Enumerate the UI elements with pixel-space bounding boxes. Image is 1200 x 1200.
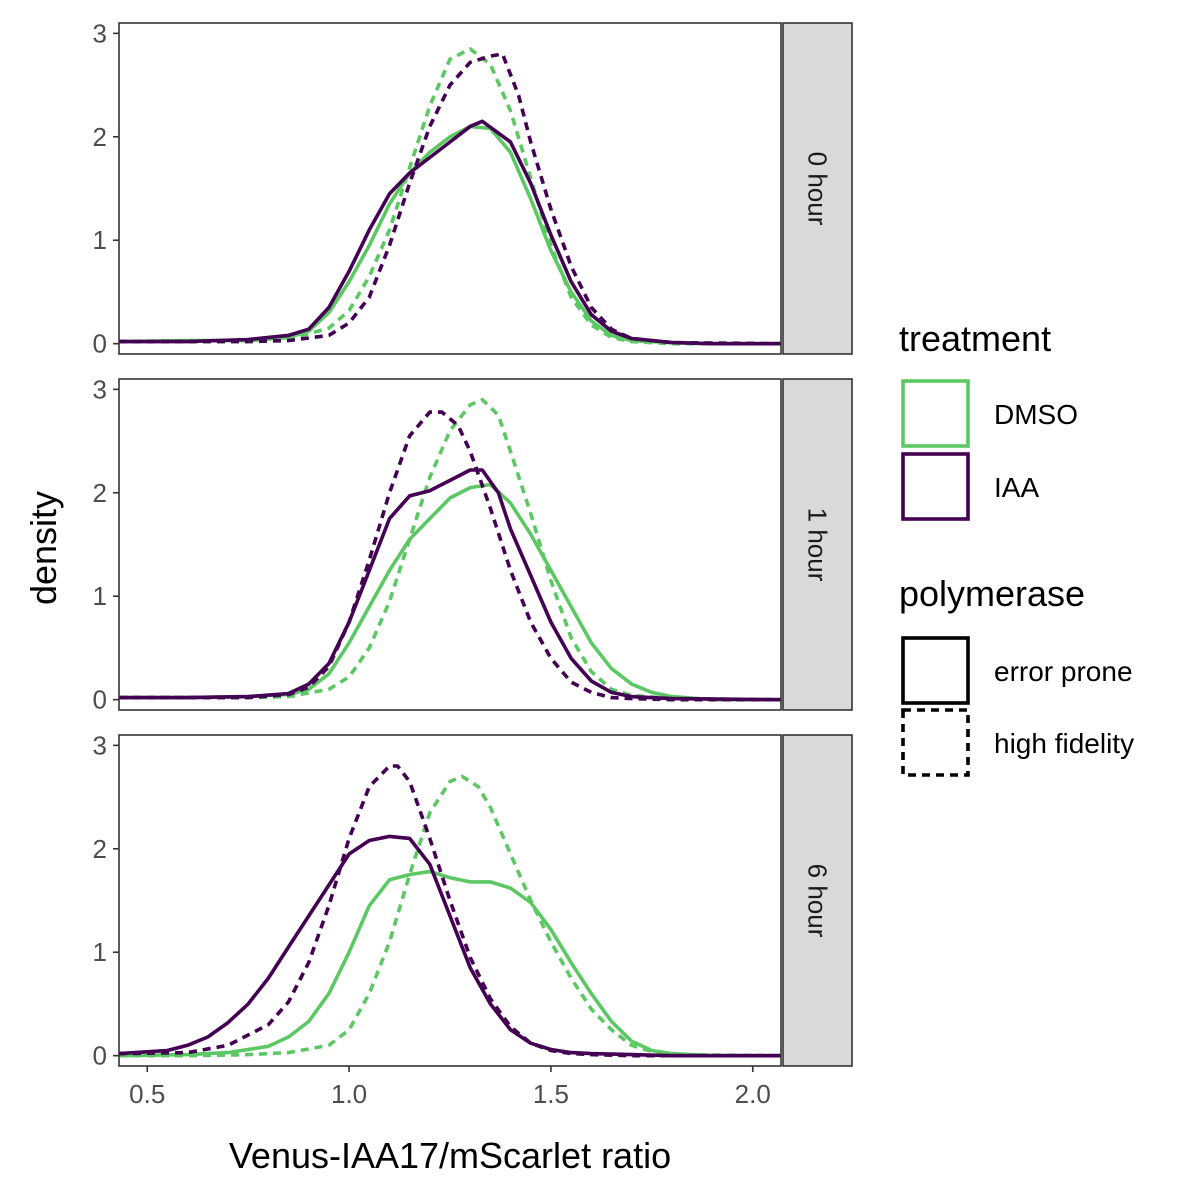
legend-label-high-fidelity: high fidelity bbox=[994, 728, 1134, 759]
facet-strip-label: 6 hour bbox=[803, 864, 833, 938]
y-tick-label: 2 bbox=[93, 478, 107, 508]
density-line-dmso-high-fidelity bbox=[119, 47, 781, 346]
legend-label-iaa: IAA bbox=[994, 472, 1039, 503]
x-tick-label: 1.5 bbox=[533, 1079, 569, 1109]
panel-background bbox=[119, 23, 781, 354]
panel-background bbox=[119, 735, 781, 1066]
panels-layer: 0 1 2 3 0 hour 0 1 2 3 1 hour 0 1 2 3 6 hour bbox=[93, 18, 853, 1071]
panel-background bbox=[119, 379, 781, 710]
legend-title-treatment: treatment bbox=[899, 318, 1051, 359]
panel-series-group bbox=[119, 397, 781, 702]
x-axis: 0.5 1.0 1.5 2.0 bbox=[129, 1066, 771, 1109]
facet-strip-label: 0 hour bbox=[803, 152, 833, 226]
legend-key-high-fidelity bbox=[901, 708, 970, 777]
x-axis-title: Venus-IAA17/mScarlet ratio bbox=[229, 1135, 671, 1176]
density-line-dmso-error-prone bbox=[119, 869, 781, 1058]
x-tick-label: 0.5 bbox=[129, 1079, 165, 1109]
density-line-dmso-error-prone bbox=[119, 124, 781, 346]
legend-key-dmso bbox=[901, 379, 970, 448]
density-line-dmso-high-fidelity bbox=[119, 774, 781, 1058]
legend-label-dmso: DMSO bbox=[994, 399, 1078, 430]
y-tick-label: 2 bbox=[93, 122, 107, 152]
panel-border bbox=[118, 22, 782, 355]
legend-label-error-prone: error prone bbox=[994, 656, 1133, 687]
y-tick-label: 1 bbox=[93, 581, 107, 611]
legend-key-iaa bbox=[901, 452, 970, 521]
y-tick-label: 3 bbox=[93, 18, 107, 48]
y-tick-label: 0 bbox=[93, 329, 107, 359]
density-line-iaa-error-prone bbox=[119, 468, 781, 702]
panel-series-group bbox=[119, 47, 781, 346]
density-line-iaa-high-fidelity bbox=[119, 52, 781, 346]
facet-strip bbox=[782, 22, 853, 355]
facet-strip-label: 1 hour bbox=[803, 508, 833, 582]
y-tick-label: 1 bbox=[93, 225, 107, 255]
density-line-iaa-high-fidelity bbox=[119, 764, 781, 1058]
density-line-iaa-error-prone bbox=[119, 119, 781, 346]
legend: treatment DMSO IAA polymerase error prone hig… bbox=[899, 318, 1134, 777]
density-line-iaa-high-fidelity bbox=[119, 410, 781, 702]
panel-6-hour: 0 1 2 3 6 hour bbox=[93, 730, 853, 1071]
panel-series-group bbox=[119, 764, 781, 1058]
facet-strip bbox=[782, 734, 853, 1067]
y-tick-label: 3 bbox=[93, 374, 107, 404]
panel-0-hour: 0 1 2 3 0 hour bbox=[93, 18, 853, 359]
legend-key-error-prone bbox=[901, 636, 970, 705]
panel-1-hour: 0 1 2 3 1 hour bbox=[93, 374, 853, 715]
y-tick-label: 1 bbox=[93, 937, 107, 967]
density-line-dmso-high-fidelity bbox=[119, 397, 781, 702]
y-tick-label: 0 bbox=[93, 1041, 107, 1071]
y-axis-title: density bbox=[23, 491, 64, 605]
panel-border bbox=[118, 734, 782, 1067]
y-tick-label: 3 bbox=[93, 730, 107, 760]
y-tick-label: 2 bbox=[93, 834, 107, 864]
x-tick-label: 2.0 bbox=[735, 1079, 771, 1109]
x-tick-label: 1.0 bbox=[331, 1079, 367, 1109]
y-tick-label: 0 bbox=[93, 685, 107, 715]
legend-title-polymerase: polymerase bbox=[899, 573, 1085, 614]
facet-strip bbox=[782, 378, 853, 711]
density-line-dmso-error-prone bbox=[119, 482, 781, 702]
panel-border bbox=[118, 378, 782, 711]
